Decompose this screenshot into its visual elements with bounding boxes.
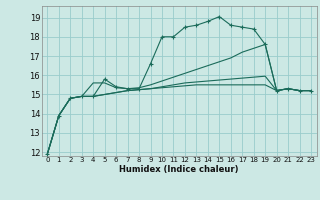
X-axis label: Humidex (Indice chaleur): Humidex (Indice chaleur) [119,165,239,174]
